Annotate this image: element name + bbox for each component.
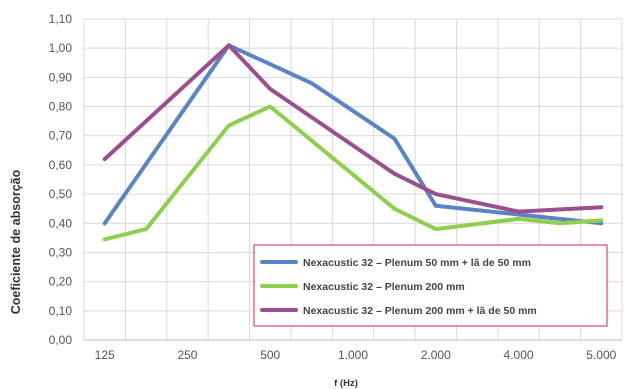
x-axis-label: f (Hz)	[334, 378, 358, 389]
y-tick-label: 1,00	[49, 41, 73, 55]
y-tick-label: 0,10	[49, 304, 73, 318]
y-tick-label: 0,60	[49, 158, 73, 172]
x-tick-label: 125	[95, 348, 115, 362]
series-lines	[102, 43, 604, 242]
series-line-1	[102, 43, 604, 226]
x-tick-label: 500	[260, 348, 280, 362]
x-tick-labels: 125 250 500 1.000 2.000 4.000 5.000	[95, 348, 617, 362]
y-tick-label: 0,20	[49, 275, 73, 289]
legend: Nexacustic 32 – Plenum 50 mm + lã de 50 …	[253, 244, 608, 327]
x-tick-label: 2.000	[421, 348, 451, 362]
series-line-3	[102, 43, 604, 214]
y-tick-label: 0,90	[49, 70, 73, 84]
x-tick-label: 5.000	[586, 348, 616, 362]
series-line-2	[102, 104, 604, 242]
y-tick-label: 0,00	[49, 333, 73, 347]
legend-label: Nexacustic 32 – Plenum 200 mm + lã de 50…	[303, 305, 537, 317]
legend-label: Nexacustic 32 – Plenum 50 mm + lã de 50 …	[303, 257, 531, 269]
y-tick-label: 1,10	[49, 12, 73, 26]
y-tick-label: 0,80	[49, 100, 73, 114]
legend-box	[253, 244, 608, 327]
x-tick-label: 4.000	[504, 348, 534, 362]
x-tick-label: 1.000	[338, 348, 368, 362]
y-tick-label: 0,50	[49, 187, 73, 201]
y-tick-label: 0,30	[49, 245, 73, 259]
y-tick-label: 0,40	[49, 216, 73, 230]
x-tick-label: 250	[177, 348, 197, 362]
y-tick-labels: 0,00 0,10 0,20 0,30 0,40 0,50 0,60 0,70 0,80 0,90…	[49, 12, 73, 347]
y-tick-label: 0,70	[49, 129, 73, 143]
legend-label: Nexacustic 32 – Plenum 200 mm	[303, 281, 465, 293]
y-axis-label: Coeficiente de absorção	[9, 169, 23, 314]
